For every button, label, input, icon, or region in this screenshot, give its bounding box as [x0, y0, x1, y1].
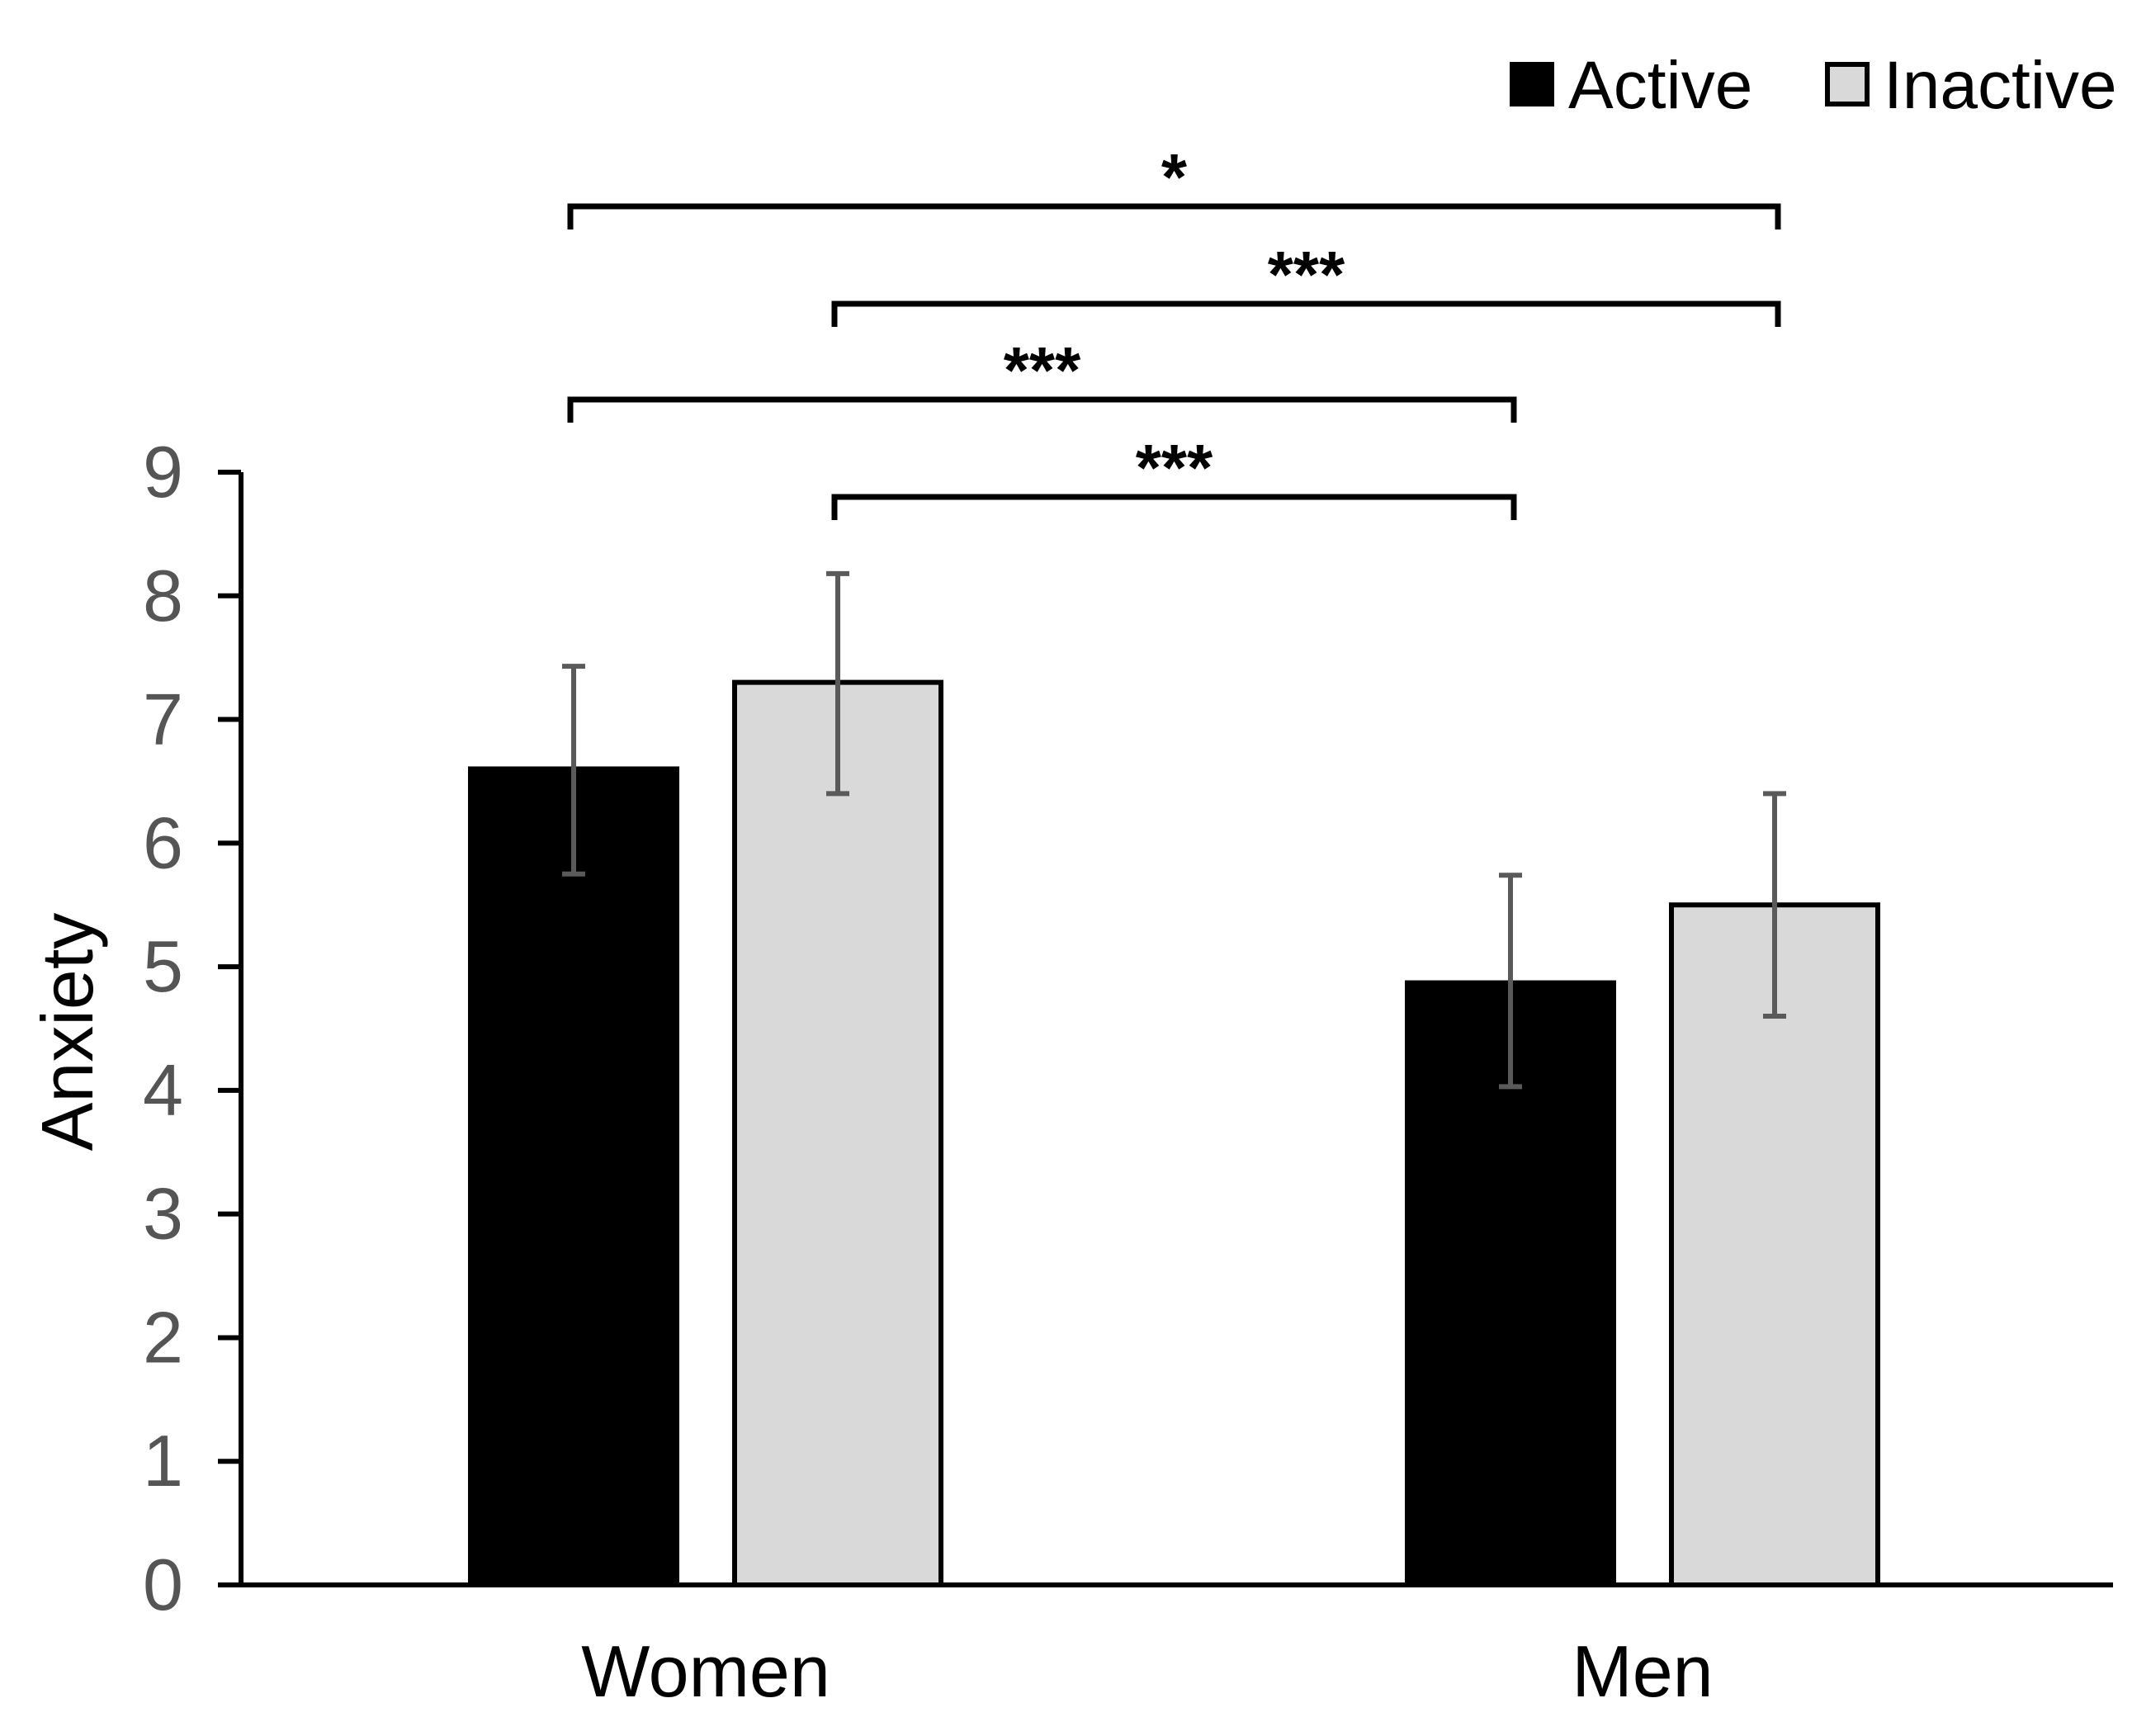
y-axis-label: Anxiety — [26, 913, 108, 1152]
legend-swatch-active — [1510, 62, 1554, 106]
significance-label: * — [1161, 140, 1188, 214]
significance-brackets: ********** — [567, 140, 1781, 520]
legend-label-active: Active — [1568, 48, 1752, 123]
significance-bracket — [831, 300, 1781, 327]
bar-inactive-women — [732, 679, 943, 1587]
y-tick-label: 4 — [143, 1049, 183, 1131]
y-tick-label: 5 — [143, 925, 183, 1007]
significance-bracket — [831, 494, 1517, 520]
error-bars — [562, 570, 1786, 1090]
y-tick-label: 1 — [143, 1420, 183, 1502]
bar-active-women — [468, 766, 679, 1587]
significance-bracket — [567, 203, 1781, 229]
axes — [218, 472, 2113, 1587]
legend: Active Inactive — [1510, 48, 2117, 123]
significance-bracket — [567, 396, 1517, 423]
y-ticks: 0 1 2 3 4 5 6 7 8 9 — [143, 431, 241, 1625]
y-tick-label: 9 — [143, 431, 183, 513]
x-tick-label-men: Men — [1572, 1630, 1713, 1712]
legend-label-inactive: Inactive — [1884, 48, 2117, 123]
significance-label: *** — [1004, 333, 1081, 407]
significance-label: *** — [1136, 431, 1213, 504]
y-tick-label: 0 — [143, 1544, 183, 1625]
y-tick-label: 3 — [143, 1173, 183, 1255]
y-tick-label: 6 — [143, 802, 183, 883]
y-tick-label: 2 — [143, 1296, 183, 1378]
legend-swatch-inactive — [1825, 62, 1870, 106]
x-tick-label-women: Women — [581, 1630, 830, 1712]
x-tick-labels: Women Men — [581, 1630, 1713, 1712]
y-tick-label: 8 — [143, 555, 183, 636]
y-tick-label: 7 — [143, 679, 183, 760]
significance-label: *** — [1268, 238, 1345, 311]
bars — [468, 679, 1880, 1588]
